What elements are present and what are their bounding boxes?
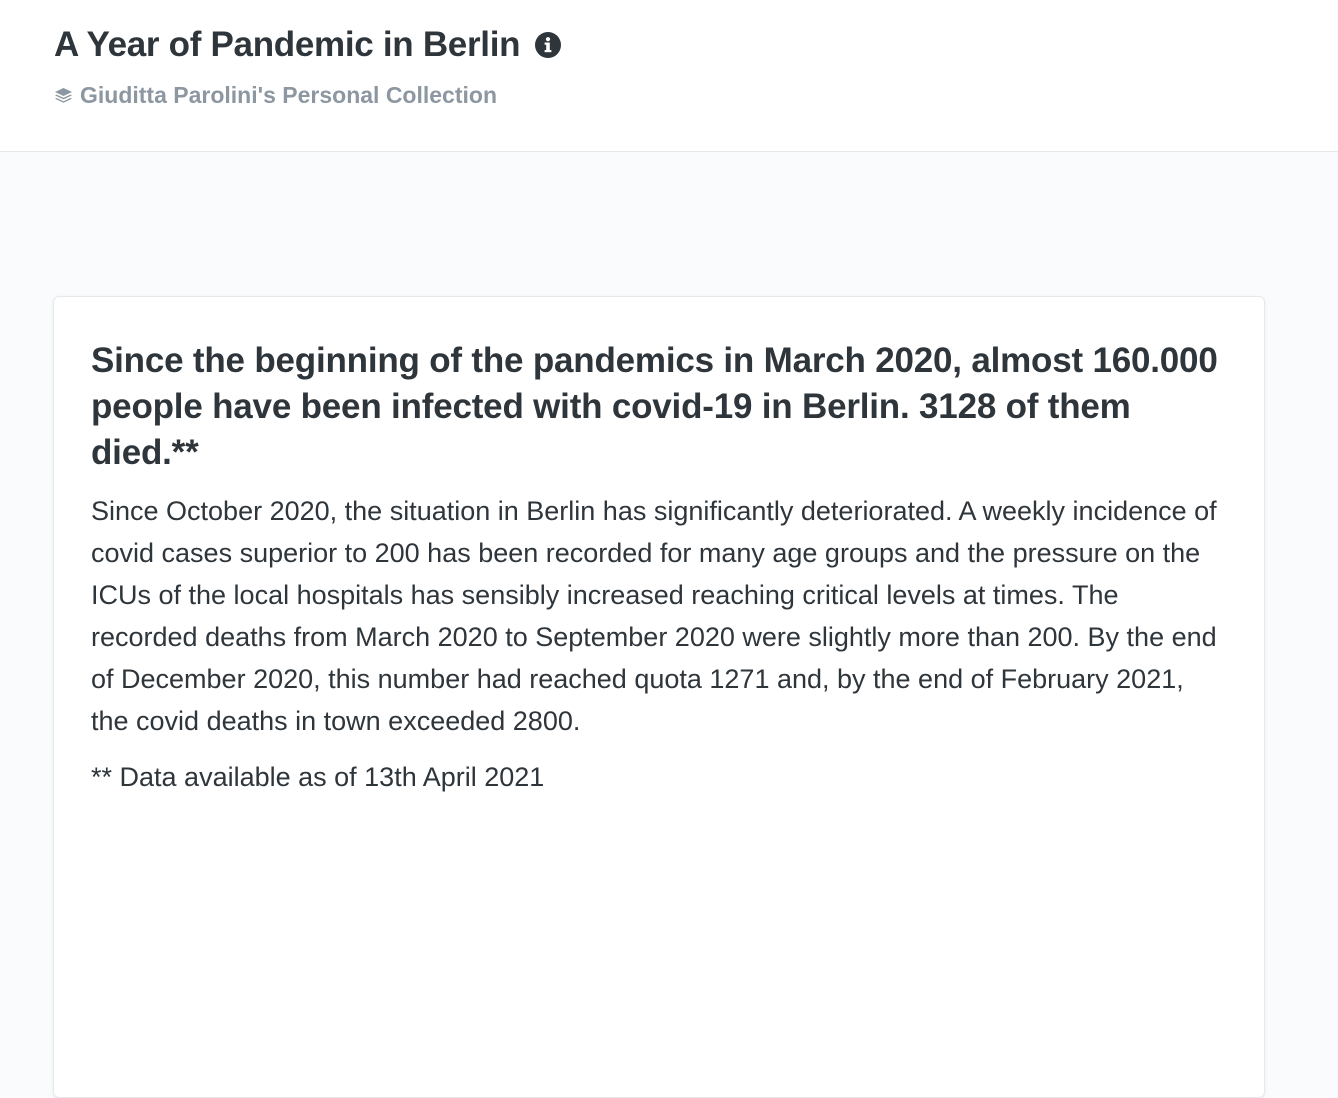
text-card-content: Since the beginning of the pandemics in … [91, 338, 1226, 796]
info-circle-icon[interactable] [534, 31, 562, 59]
dashboard-title[interactable]: A Year of Pandemic in Berlin [54, 25, 521, 64]
collection-stack-icon [54, 86, 73, 105]
collection-breadcrumb[interactable]: Giuditta Parolini's Personal Collection [54, 80, 497, 110]
dashboard-header: A Year of Pandemic in Berlin Giuditta Pa… [0, 0, 1338, 152]
text-card: Since the beginning of the pandemics in … [53, 296, 1265, 1098]
title-row: A Year of Pandemic in Berlin [54, 24, 562, 66]
card-heading: Since the beginning of the pandemics in … [91, 341, 1218, 472]
collection-link[interactable]: Giuditta Parolini's Personal Collection [80, 82, 497, 108]
card-paragraph: Since October 2020, the situation in Ber… [91, 496, 1217, 736]
card-footnote: ** Data available as of 13th April 2021 [91, 762, 545, 792]
